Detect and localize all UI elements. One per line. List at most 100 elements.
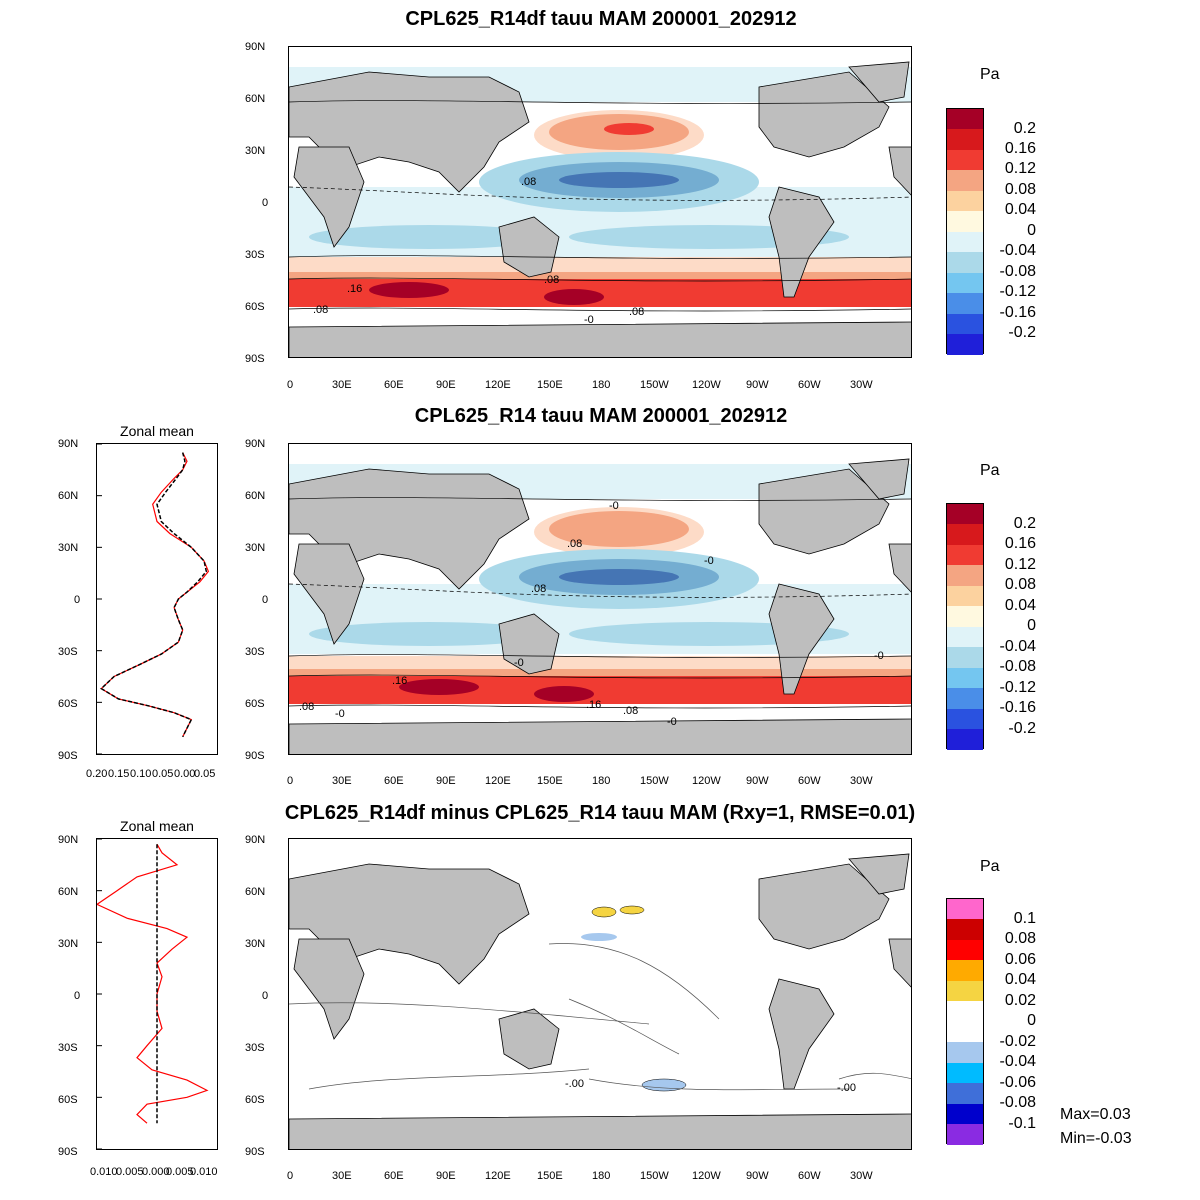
- zm-lat-label: 0: [74, 990, 81, 1002]
- lat-label: 60N: [245, 490, 266, 502]
- lon-label: 90E: [436, 775, 456, 787]
- lon-label: 0: [287, 775, 294, 787]
- panel-1-contour-label: .08: [313, 304, 328, 316]
- panel-2-contour-label: -0: [874, 650, 884, 662]
- panel-2-colorbar: [946, 503, 984, 750]
- zonal-mean-chart-1: [97, 443, 210, 755]
- zm-x-tick: 0.05: [194, 768, 216, 780]
- zm-x-tick: 0.000: [142, 1166, 170, 1178]
- colorbar-label: -0.08: [999, 658, 1036, 675]
- zm-x-tick: 0.00: [174, 768, 196, 780]
- panel-2-contour-label: -0: [609, 500, 619, 512]
- lon-label: 60W: [798, 775, 821, 787]
- zm-x-tick: 0.010: [190, 1166, 218, 1178]
- panel-2-map: -0 .08 -0 .08 -0 -0 .16 .16 .08 .08 -0 -…: [288, 443, 912, 755]
- panel-1-unit: Pa: [980, 66, 1000, 83]
- panel-2-map-plot: -0 .08 -0 .08 -0 -0 .16 .16 .08 .08 -0 -…: [289, 444, 911, 754]
- colorbar-label: -0.02: [999, 1033, 1036, 1050]
- colorbar-label: 0.2: [1013, 515, 1036, 532]
- lon-label: 150E: [537, 1170, 563, 1182]
- panel-2-contour-label: .08: [567, 538, 582, 550]
- lat-label: 90N: [245, 41, 266, 53]
- zonal-mean-chart-2: [95, 838, 209, 1150]
- zm-lat-label: 60N: [58, 490, 79, 502]
- colorbar-label: -0.06: [999, 1074, 1036, 1091]
- zm-lat-label: 60S: [58, 1094, 78, 1106]
- colorbar-label: 0: [1027, 617, 1036, 634]
- lon-label: 150W: [640, 379, 669, 391]
- lat-label: 30S: [245, 646, 265, 658]
- panel-2-contour-label: .16: [392, 675, 407, 687]
- zonal-mean-series-1: [100, 452, 210, 738]
- lon-label: 180: [592, 379, 611, 391]
- lon-label: 120W: [692, 379, 721, 391]
- zm-x-tick: 0.010: [90, 1166, 118, 1178]
- zm-lat-label: 30N: [58, 938, 79, 950]
- zm-x-tick: 0.05: [152, 768, 174, 780]
- lat-label: 30N: [245, 542, 266, 554]
- panel-1-contour-label: .08: [544, 274, 559, 286]
- lat-label: 60N: [245, 93, 266, 105]
- panel-1-contour-label: .16: [347, 283, 362, 295]
- lat-label: 90N: [245, 438, 266, 450]
- lon-label: 90E: [436, 1170, 456, 1182]
- max-stat: Max=0.03: [1060, 1106, 1131, 1123]
- lat-label: 0: [262, 594, 269, 606]
- panel-1-contour-label: -0: [584, 314, 594, 326]
- lat-label: 90N: [245, 834, 266, 846]
- lon-label: 120E: [485, 775, 511, 787]
- lon-label: 90W: [746, 775, 769, 787]
- lat-label: 60N: [245, 886, 266, 898]
- lat-label: 90S: [245, 1146, 265, 1158]
- panel-3-contour-label: -.00: [565, 1078, 584, 1090]
- colorbar-label: 0.02: [1004, 992, 1036, 1009]
- colorbar-label: 0.16: [1004, 140, 1036, 157]
- zm-lat-label: 90N: [58, 834, 79, 846]
- colorbar-label: -0.08: [999, 1094, 1036, 1111]
- lat-label: 90S: [245, 353, 265, 365]
- lon-label: 30E: [332, 775, 352, 787]
- lon-label: 90W: [746, 1170, 769, 1182]
- panel-2-contour-label: -0: [704, 555, 714, 567]
- colorbar-label: 0.04: [1004, 201, 1036, 218]
- colorbar-label: -0.16: [999, 699, 1036, 716]
- panel-2-contour-label: .08: [623, 705, 638, 717]
- zm-lat-label: 0: [74, 594, 81, 606]
- colorbar-label: -0.2: [1008, 720, 1036, 737]
- panel-2-contour-label: -0: [335, 708, 345, 720]
- zonal-mean-plot-2: [95, 838, 218, 1150]
- lon-label: 90W: [746, 379, 769, 391]
- lon-label: 60W: [798, 379, 821, 391]
- zm-x-tick: 0.20: [86, 768, 108, 780]
- panel-1-contour-label: .08: [629, 306, 644, 318]
- zm-lat-label: 90S: [58, 750, 78, 762]
- zonal-mean-title: Zonal mean: [120, 423, 194, 439]
- zm-x-tick: 0.15: [108, 768, 130, 780]
- panel-2-contour-label: .08: [531, 583, 546, 595]
- lon-label: 30E: [332, 379, 352, 391]
- colorbar-label: -0.12: [999, 283, 1036, 300]
- lon-label: 150E: [537, 775, 563, 787]
- lat-label: 90S: [245, 750, 265, 762]
- zm-x-tick: 0.005: [116, 1166, 144, 1178]
- colorbar-label: 0.04: [1004, 597, 1036, 614]
- colorbar-label: 0.16: [1004, 535, 1036, 552]
- colorbar-label: 0: [1027, 1012, 1036, 1029]
- panel-2-contour-label: -0: [667, 716, 677, 728]
- lon-label: 30W: [850, 1170, 873, 1182]
- zm-lat-label: 60N: [58, 886, 79, 898]
- zonal-mean-title: Zonal mean: [120, 818, 194, 834]
- zm-lat-label: 90N: [58, 438, 79, 450]
- zonal-mean-series-2: [100, 452, 208, 738]
- lat-label: 60S: [245, 698, 265, 710]
- zonal-mean-plot-1: [96, 443, 218, 755]
- colorbar-label: -0.08: [999, 263, 1036, 280]
- panel-1-title: CPL625_R14df tauu MAM 200001_202912: [405, 8, 797, 30]
- lon-label: 60E: [384, 379, 404, 391]
- lat-label: 60S: [245, 301, 265, 313]
- lon-label: 60E: [384, 775, 404, 787]
- colorbar-label: -0.04: [999, 1053, 1036, 1070]
- panel-2-contour-label: -0: [514, 657, 524, 669]
- lon-label: 30E: [332, 1170, 352, 1182]
- colorbar-label: 0.04: [1004, 971, 1036, 988]
